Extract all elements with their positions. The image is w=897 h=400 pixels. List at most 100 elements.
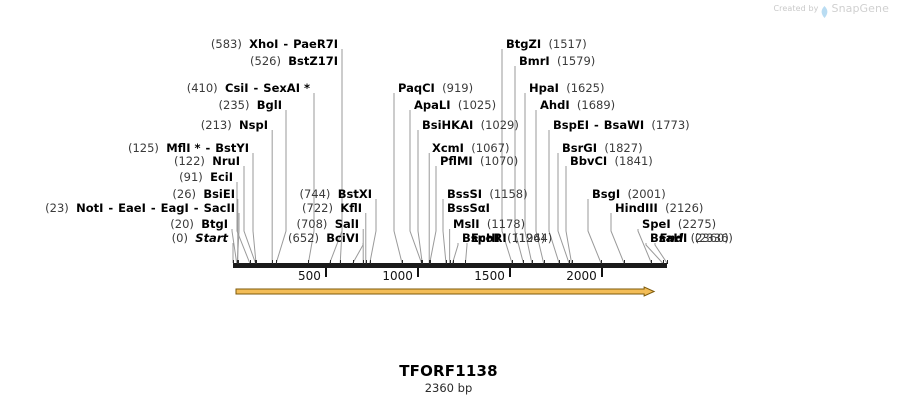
- enzyme-name[interactable]: Start: [195, 231, 228, 245]
- cut-site-tick: [249, 260, 251, 264]
- site-position-label: (1841): [614, 154, 653, 168]
- restriction-site-label[interactable]: HpaI (1625): [529, 82, 604, 95]
- enzyme-name[interactable]: SpeI: [642, 217, 671, 231]
- enzyme-name[interactable]: End: [659, 231, 684, 245]
- restriction-site-label[interactable]: BssSαI: [447, 202, 490, 215]
- restriction-site-label[interactable]: (722) KflI: [302, 202, 362, 215]
- enzyme-name[interactable]: MflI *: [166, 141, 201, 155]
- enzyme-name[interactable]: ApaLI: [414, 98, 451, 112]
- enzyme-name[interactable]: NspI: [239, 118, 268, 132]
- restriction-site-label[interactable]: BsaHI (2336): [650, 232, 733, 245]
- enzyme-name[interactable]: AhdI: [540, 98, 570, 112]
- enzyme-name[interactable]: HindIII: [615, 201, 658, 215]
- restriction-site-label[interactable]: (410) CsiI - SexAI *: [187, 82, 310, 95]
- restriction-site-label[interactable]: End (2360): [659, 232, 729, 245]
- restriction-site-label[interactable]: BsrGI (1827): [562, 142, 643, 155]
- enzyme-name[interactable]: EaeI: [118, 201, 146, 215]
- restriction-site-label[interactable]: HindIII (2126): [615, 202, 703, 215]
- restriction-site-label[interactable]: (122) NruI: [174, 155, 240, 168]
- restriction-site-label[interactable]: (652) BciVI: [288, 232, 359, 245]
- enzyme-name[interactable]: BspHI: [462, 231, 500, 245]
- restriction-site-label[interactable]: EcoRI (1264): [471, 232, 552, 245]
- enzyme-name[interactable]: BssSI: [447, 187, 483, 201]
- enzyme-name[interactable]: EcoRI: [471, 231, 507, 245]
- restriction-site-label[interactable]: ApaLI (1025): [414, 99, 496, 112]
- enzyme-name[interactable]: NruI: [212, 154, 240, 168]
- enzyme-name[interactable]: BsgI: [592, 187, 621, 201]
- site-leader-line: [393, 93, 403, 264]
- enzyme-name[interactable]: BtgZI: [506, 37, 542, 51]
- restriction-site-label[interactable]: (583) XhoI - PaeR7I: [211, 38, 338, 51]
- restriction-site-label[interactable]: PaqCI (919): [398, 82, 473, 95]
- enzyme-name[interactable]: CsiI: [225, 81, 249, 95]
- restriction-site-label[interactable]: BtgZI (1517): [506, 38, 587, 51]
- ruler-label: 500: [298, 269, 321, 283]
- site-leader-line: [369, 199, 377, 264]
- restriction-site-label[interactable]: (91) EciI: [179, 171, 233, 184]
- restriction-site-label[interactable]: (23) NotI - EaeI - EagI - SacII: [45, 202, 235, 215]
- site-position-label: (2126): [665, 201, 704, 215]
- restriction-site-label[interactable]: BspHI (1194): [462, 232, 545, 245]
- enzyme-name[interactable]: SalI: [334, 217, 359, 231]
- site-position-label: (1625): [566, 81, 605, 95]
- restriction-site-label[interactable]: MslI (1178): [453, 218, 525, 231]
- restriction-site-label[interactable]: (125) MflI * - BstYI: [128, 142, 249, 155]
- enzyme-name[interactable]: BmrI: [519, 54, 550, 68]
- cut-site-tick: [452, 260, 454, 264]
- enzyme-name[interactable]: BstYI: [215, 141, 249, 155]
- restriction-site-label[interactable]: BssSI (1158): [447, 188, 528, 201]
- enzyme-name[interactable]: PflMI: [440, 154, 473, 168]
- site-position-label: (744): [299, 187, 331, 201]
- restriction-site-label[interactable]: (744) BstXI: [299, 188, 372, 201]
- restriction-site-label[interactable]: (708) SalI: [296, 218, 359, 231]
- restriction-site-label[interactable]: (26) BsiEI: [172, 188, 235, 201]
- enzyme-name[interactable]: NotI: [76, 201, 104, 215]
- ruler-label: 2000: [566, 269, 597, 283]
- site-position-label: (1067): [471, 141, 510, 155]
- enzyme-name[interactable]: BstZ17I: [288, 54, 338, 68]
- restriction-site-label[interactable]: (235) BglI: [219, 99, 282, 112]
- cut-site-tick: [571, 260, 573, 264]
- enzyme-name[interactable]: BstXI: [337, 187, 372, 201]
- enzyme-name[interactable]: EagI: [160, 201, 189, 215]
- enzyme-name[interactable]: BsrGI: [562, 141, 597, 155]
- enzyme-name[interactable]: MslI: [453, 217, 480, 231]
- enzyme-name[interactable]: BsaHI: [650, 231, 688, 245]
- enzyme-name[interactable]: PaqCI: [398, 81, 435, 95]
- enzyme-name[interactable]: BsaWI: [603, 118, 645, 132]
- restriction-site-label[interactable]: SpeI (2275): [642, 218, 716, 231]
- site-position-label: (583): [210, 37, 242, 51]
- enzyme-name[interactable]: SacII: [203, 201, 235, 215]
- site-position-label: (125): [127, 141, 159, 155]
- enzyme-name[interactable]: BbvCI: [570, 154, 608, 168]
- enzyme-name[interactable]: BtgI: [201, 217, 228, 231]
- enzyme-name[interactable]: BsiHKAI: [422, 118, 474, 132]
- enzyme-name[interactable]: XhoI: [249, 37, 279, 51]
- restriction-site-label[interactable]: PflMI (1070): [440, 155, 518, 168]
- cut-site-tick: [449, 260, 451, 264]
- restriction-site-label[interactable]: (20) BtgI: [170, 218, 228, 231]
- restriction-site-label[interactable]: BmrI (1579): [519, 55, 595, 68]
- restriction-site-label[interactable]: AhdI (1689): [540, 99, 615, 112]
- enzyme-name[interactable]: EciI: [210, 170, 233, 184]
- restriction-site-label[interactable]: BbvCI (1841): [570, 155, 653, 168]
- enzyme-name[interactable]: BciVI: [326, 231, 359, 245]
- restriction-site-label[interactable]: (0) Start: [172, 232, 228, 245]
- enzyme-name[interactable]: HpaI: [529, 81, 559, 95]
- orf-feature-arrow[interactable]: [235, 286, 658, 297]
- enzyme-name[interactable]: SexAI *: [263, 81, 310, 95]
- restriction-site-label[interactable]: BsiHKAI (1029): [422, 119, 519, 132]
- enzyme-name[interactable]: PaeR7I: [293, 37, 338, 51]
- enzyme-name[interactable]: XcmI: [432, 141, 464, 155]
- enzyme-name[interactable]: BsiEI: [203, 187, 235, 201]
- cut-site-tick: [363, 260, 365, 264]
- restriction-site-label[interactable]: (526) BstZ17I: [250, 55, 338, 68]
- restriction-site-label[interactable]: BspEI - BsaWI (1773): [553, 119, 690, 132]
- enzyme-name[interactable]: BssSαI: [447, 201, 490, 215]
- enzyme-name[interactable]: BglI: [256, 98, 282, 112]
- restriction-site-label[interactable]: XcmI (1067): [432, 142, 510, 155]
- enzyme-name[interactable]: BspEI: [553, 118, 589, 132]
- restriction-site-label[interactable]: BsgI (2001): [592, 188, 666, 201]
- restriction-site-label[interactable]: (213) NspI: [201, 119, 268, 132]
- enzyme-name[interactable]: KflI: [340, 201, 362, 215]
